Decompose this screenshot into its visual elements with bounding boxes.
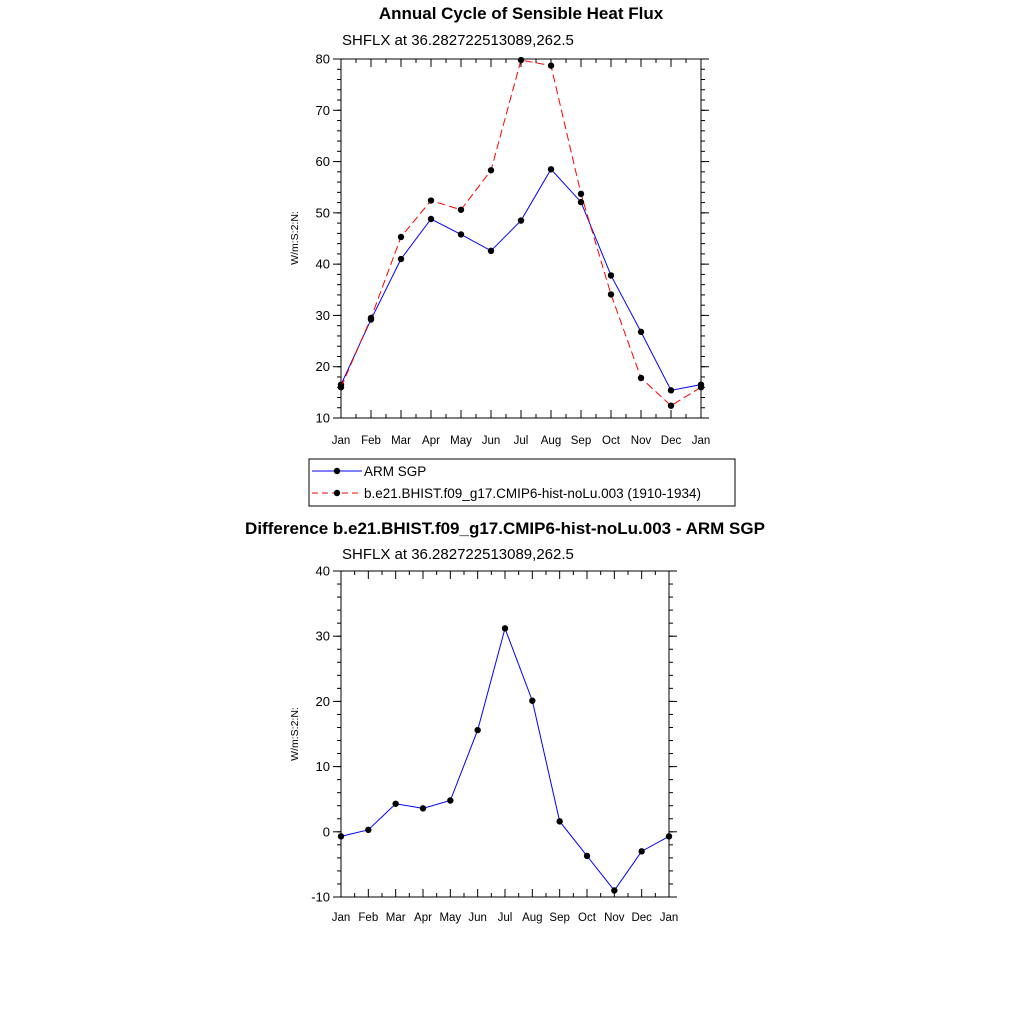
series-1-point	[397, 233, 405, 241]
series-0-point	[457, 231, 465, 238]
chart-title: Annual Cycle of Sensible Heat Flux	[379, 4, 664, 23]
difference-x-tick-label: Jul	[498, 912, 513, 924]
series-1-point	[667, 402, 675, 409]
difference-y-tick-label: 10	[316, 759, 330, 774]
difference-series-0-point	[365, 826, 372, 834]
difference-x-tick-label: Jan	[332, 912, 351, 924]
y-tick-label: 40	[316, 257, 330, 272]
difference-chart-subtitle: SHFLX at 36.282722513089,262.5	[342, 546, 574, 563]
x-tick-label: Dec	[661, 435, 682, 447]
difference-x-tick-label: May	[439, 912, 461, 924]
legend-label-model: b.e21.BHIST.f09_g17.CMIP6-hist-noLu.003 …	[364, 486, 701, 501]
difference-chart: Difference b.e21.BHIST.f09_g17.CMIP6-his…	[245, 519, 765, 924]
x-tick-label: Oct	[602, 435, 621, 447]
x-tick-label: Jun	[482, 435, 501, 447]
series-0-point	[547, 166, 555, 173]
difference-plot-frame	[340, 570, 670, 898]
legend: ARM SGP b.e21.BHIST.f09_g17.CMIP6-hist-n…	[308, 458, 736, 507]
difference-x-tick-label: Jan	[660, 912, 679, 924]
x-tick-label: Sep	[571, 435, 591, 447]
difference-y-tick-label: 20	[316, 694, 330, 709]
y-tick-label: 50	[316, 205, 330, 220]
difference-x-tick-label: Dec	[631, 912, 652, 924]
x-tick-label: May	[450, 435, 472, 447]
difference-series-0-point	[392, 800, 399, 807]
difference-x-tick-label: Feb	[358, 912, 378, 924]
difference-x-tick-label: Apr	[414, 912, 432, 924]
x-tick-label: Mar	[391, 435, 411, 447]
difference-y-tick-label: 0	[323, 824, 330, 839]
difference-y-tick-label: 30	[316, 629, 330, 644]
difference-axis-ticks	[333, 570, 677, 898]
series-0-point	[397, 255, 405, 263]
legend-box	[308, 458, 736, 507]
difference-series-0-point	[474, 726, 481, 734]
difference-y-axis-label: W/m:S:2:N:	[289, 707, 301, 761]
y-tick-label: 20	[316, 359, 330, 374]
difference-x-tick-label: Nov	[604, 912, 625, 924]
difference-series-0-point	[501, 625, 509, 632]
series-0-point	[667, 387, 675, 394]
series-1-point	[457, 206, 465, 213]
y-tick-label: 70	[316, 103, 330, 118]
series-1-point	[367, 314, 375, 322]
difference-chart-title: Difference b.e21.BHIST.f09_g17.CMIP6-his…	[245, 519, 765, 538]
series-0-point	[637, 328, 645, 336]
plot-frame	[340, 58, 702, 419]
difference-series-0-point	[583, 852, 591, 860]
series-1-point	[547, 62, 555, 69]
difference-y-tick-label: 40	[316, 564, 330, 579]
difference-series-0-point	[419, 805, 427, 812]
y-tick-label: 30	[316, 308, 330, 323]
difference-plot-series	[337, 625, 673, 894]
difference-series-0-point	[529, 697, 536, 704]
difference-x-tick-label: Oct	[578, 912, 597, 924]
series-1-point	[637, 374, 645, 382]
series-1-point	[607, 291, 615, 298]
difference-series-0-point	[638, 848, 645, 855]
series-1-point	[427, 197, 435, 204]
difference-x-tick-label: Jun	[468, 912, 487, 924]
legend-marker-model	[333, 489, 341, 497]
legend-marker-arm-sgp	[333, 467, 341, 475]
x-tick-label: Nov	[631, 435, 652, 447]
x-tick-label: Jan	[332, 435, 351, 447]
x-tick-label: Aug	[541, 435, 561, 447]
y-tick-label: 80	[316, 52, 330, 67]
difference-x-tick-label: Sep	[549, 912, 569, 924]
series-0-point	[517, 217, 525, 224]
series-1-point	[487, 167, 495, 174]
difference-series-0-point	[611, 887, 618, 894]
chart-subtitle: SHFLX at 36.282722513089,262.5	[342, 32, 574, 49]
difference-x-tick-label: Aug	[522, 912, 542, 924]
difference-x-tick-label: Mar	[386, 912, 406, 924]
y-tick-label: 60	[316, 154, 330, 169]
y-tick-labels: 10 20 30 40 50 60 70 80	[316, 52, 330, 426]
axis-ticks	[333, 58, 709, 419]
series-1-point	[577, 190, 585, 198]
series-1-point	[517, 56, 525, 64]
difference-x-tick-labels: Jan Feb Mar Apr May Jun Jul Aug Sep Oct Nov Dec Jan	[332, 912, 679, 924]
difference-series-0-point	[447, 797, 454, 804]
series-0-point	[427, 215, 435, 223]
difference-y-tick-label: -10	[311, 890, 330, 905]
y-tick-label: 10	[316, 411, 330, 426]
series-0-point	[487, 247, 495, 255]
x-tick-labels: Jan Feb Mar Apr May Jun Jul Aug Sep Oct Nov Dec Jan	[332, 435, 711, 447]
legend-label-arm-sgp: ARM SGP	[364, 464, 426, 479]
plot-series	[337, 56, 705, 409]
y-axis-label: W/m:S:2:N:	[289, 211, 301, 265]
difference-series-0-point	[556, 818, 563, 825]
x-tick-label: Feb	[361, 435, 381, 447]
x-tick-label: Jan	[692, 435, 711, 447]
x-tick-label: Apr	[422, 435, 440, 447]
x-tick-label: Jul	[514, 435, 529, 447]
series-0-point	[577, 198, 585, 206]
difference-y-tick-labels: -10 0 10 20 30 40	[311, 564, 330, 905]
annual-cycle-chart: Annual Cycle of Sensible Heat Flux SHFLX…	[289, 4, 710, 447]
series-0-point	[607, 272, 615, 279]
